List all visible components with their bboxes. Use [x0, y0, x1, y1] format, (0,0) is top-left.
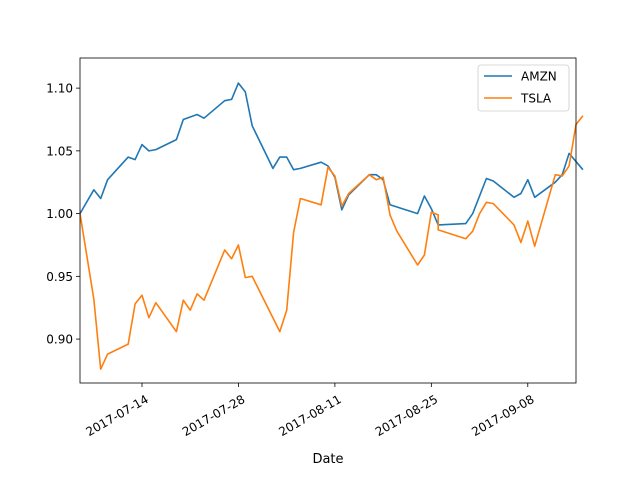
plot-area — [80, 58, 576, 383]
y-tick-label: 1.00 — [46, 207, 73, 221]
y-tick-label: 0.90 — [46, 333, 73, 347]
plot-frame — [79, 57, 577, 384]
y-tick-label: 1.05 — [46, 144, 73, 158]
legend: AMZN TSLA — [477, 64, 570, 112]
y-axis-ticks: 0.90 0.95 1.00 1.05 1.10 — [46, 82, 80, 347]
y-tick-label: 1.10 — [46, 82, 73, 96]
legend-label-tsla: TSLA — [520, 92, 552, 106]
legend-label-amzn: AMZN — [521, 70, 557, 84]
x-axis-label: Date — [312, 452, 343, 467]
series-lines — [79, 82, 584, 370]
y-tick-label: 0.95 — [46, 270, 73, 284]
series-line-tsla — [79, 115, 584, 370]
series-line-amzn — [79, 82, 584, 226]
